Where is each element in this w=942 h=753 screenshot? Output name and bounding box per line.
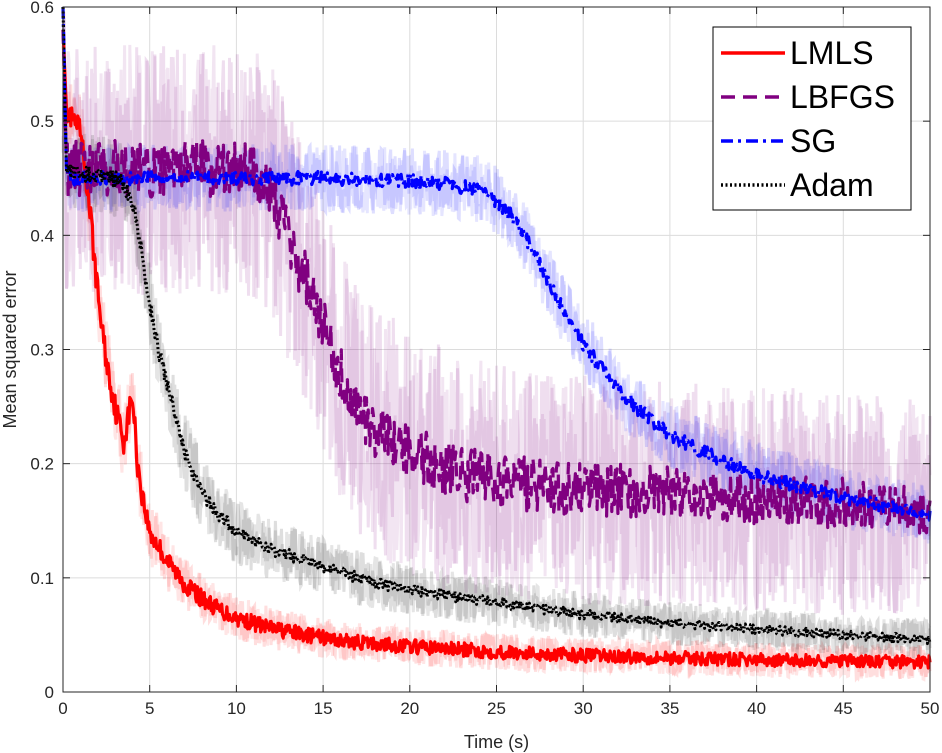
series-line-sg bbox=[61, 6, 932, 522]
variance-band-lmls bbox=[61, 11, 932, 683]
y-tick-label: 0.3 bbox=[30, 341, 54, 360]
y-tick-label: 0.6 bbox=[30, 0, 54, 17]
x-tick-label: 20 bbox=[400, 699, 419, 718]
y-tick-label: 0 bbox=[45, 683, 54, 702]
legend-label-lmls: LMLS bbox=[790, 35, 874, 71]
x-tick-label: 5 bbox=[145, 699, 154, 718]
x-tick-label: 50 bbox=[921, 699, 940, 718]
legend-box bbox=[712, 26, 912, 211]
x-tick-label: 35 bbox=[660, 699, 679, 718]
x-tick-label: 45 bbox=[834, 699, 853, 718]
variance-band-adam bbox=[61, 6, 932, 659]
y-axis-label: Mean squared error bbox=[0, 270, 20, 428]
series-line-lbfgs bbox=[61, 29, 932, 536]
x-tick-label: 30 bbox=[574, 699, 593, 718]
x-axis-label: Time (s) bbox=[464, 732, 529, 752]
series-lines bbox=[61, 6, 932, 670]
legend-label-sg: SG bbox=[790, 123, 836, 159]
legend-label-lbfgs: LBFGS bbox=[790, 79, 895, 115]
variance-band-lbfgs bbox=[61, 44, 932, 614]
x-tick-label: 25 bbox=[487, 699, 506, 718]
y-tick-label: 0.1 bbox=[30, 569, 54, 588]
x-axis-ticks: 0 5 10 15 20 25 30 35 40 45 50 bbox=[58, 7, 939, 718]
y-tick-label: 0.2 bbox=[30, 455, 54, 474]
series-line-adam bbox=[61, 6, 932, 646]
x-tick-label: 15 bbox=[314, 699, 333, 718]
y-tick-label: 0.4 bbox=[30, 226, 54, 245]
x-tick-label: 40 bbox=[747, 699, 766, 718]
y-axis-ticks: 0 0.1 0.2 0.3 0.4 0.5 0.6 bbox=[30, 0, 930, 702]
y-tick-label: 0.5 bbox=[30, 112, 54, 131]
x-tick-label: 10 bbox=[227, 699, 246, 718]
legend-label-adam: Adam bbox=[790, 167, 874, 203]
legend: LMLS LBFGS SG Adam bbox=[712, 26, 912, 211]
series-line-lmls bbox=[61, 29, 932, 670]
x-tick-label: 0 bbox=[58, 699, 67, 718]
variance-band-adam bbox=[61, 45, 932, 657]
